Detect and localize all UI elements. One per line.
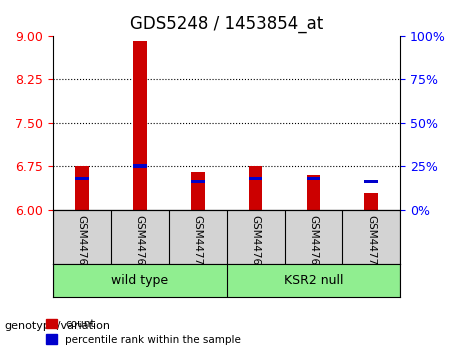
Text: genotype/variation: genotype/variation: [5, 321, 111, 331]
Bar: [365, 193, 378, 210]
Text: KSR2 null: KSR2 null: [284, 274, 343, 287]
Text: GSM447607: GSM447607: [308, 215, 319, 278]
Bar: [133, 41, 147, 210]
Bar: [191, 180, 205, 183]
Bar: [133, 164, 147, 168]
Legend: count, percentile rank within the sample: count, percentile rank within the sample: [42, 315, 245, 349]
Text: GSM447768: GSM447768: [193, 215, 202, 278]
Bar: [191, 172, 205, 210]
Bar: [307, 177, 320, 180]
Bar: [75, 177, 89, 180]
Text: GSM447606: GSM447606: [77, 215, 87, 278]
Bar: [75, 166, 89, 210]
Bar: [248, 177, 262, 180]
Bar: [248, 166, 262, 210]
Text: GSM447605: GSM447605: [250, 215, 260, 278]
Bar: [307, 175, 320, 210]
Title: GDS5248 / 1453854_at: GDS5248 / 1453854_at: [130, 15, 323, 33]
Text: wild type: wild type: [111, 274, 168, 287]
Text: GSM447749: GSM447749: [366, 215, 377, 278]
Bar: [365, 180, 378, 183]
Text: GSM447609: GSM447609: [135, 215, 145, 278]
